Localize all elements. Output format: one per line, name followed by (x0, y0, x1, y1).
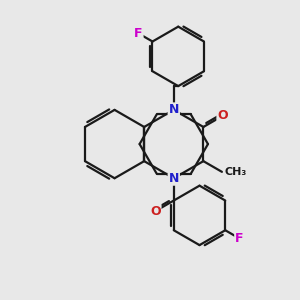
Text: F: F (134, 27, 142, 40)
Text: F: F (235, 232, 244, 245)
Text: N: N (169, 172, 179, 185)
Text: O: O (150, 205, 160, 218)
Text: O: O (218, 109, 228, 122)
Text: N: N (169, 103, 179, 116)
Text: CH₃: CH₃ (225, 167, 247, 177)
